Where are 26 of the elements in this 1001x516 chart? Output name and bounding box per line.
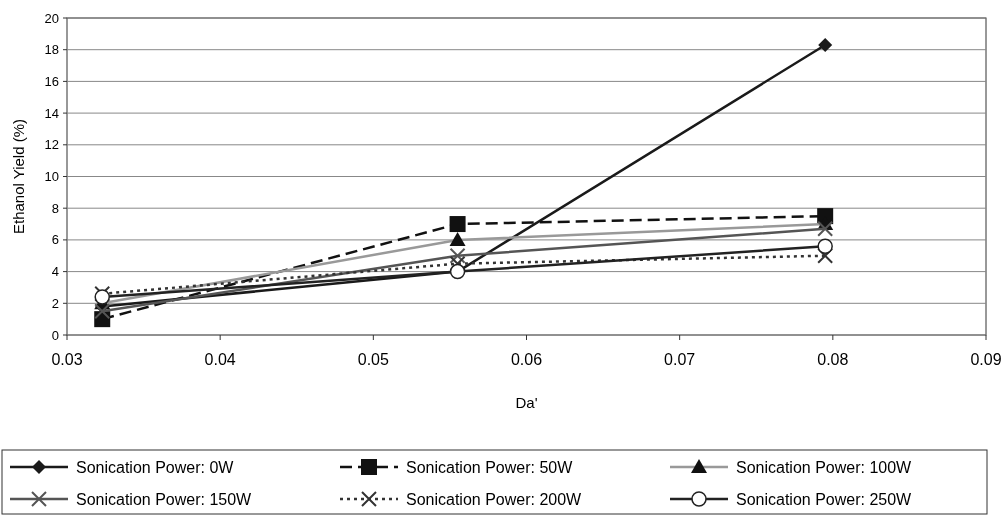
y-tick-label: 20 (44, 10, 59, 26)
x-tick-label: 0.07 (664, 351, 696, 368)
y-tick-label: 14 (44, 105, 59, 121)
x-tick-label: 0.06 (510, 351, 543, 368)
legend-label: Sonication Power: 100W (736, 458, 913, 476)
y-tick-label: 10 (44, 169, 59, 185)
y-tick-label: 0 (51, 327, 59, 343)
y-axis-title: Ethanol Yield (%) (10, 118, 27, 235)
legend-label: Sonication Power: 0W (76, 458, 235, 476)
x-tick-label: 0.04 (204, 351, 236, 368)
y-tick-label: 8 (51, 200, 59, 216)
legend-label: Sonication Power: 250W (736, 490, 913, 508)
x-tick-label: 0.05 (357, 351, 390, 368)
y-tick-label: 18 (44, 42, 59, 58)
y-tick-label: 12 (44, 137, 59, 153)
x-axis-title: Da' (515, 394, 538, 411)
legend-label: Sonication Power: 50W (406, 458, 574, 476)
y-tick-label: 16 (44, 73, 59, 89)
legend-label: Sonication Power: 200W (406, 490, 583, 508)
y-tick-label: 6 (51, 232, 59, 248)
x-tick-label: 0.09 (970, 351, 1001, 368)
y-tick-label: 2 (51, 295, 59, 311)
x-tick-label: 0.08 (817, 351, 849, 368)
legend-label: Sonication Power: 150W (76, 490, 253, 508)
y-tick-label: 4 (51, 264, 59, 280)
x-tick-label: 0.03 (51, 351, 83, 368)
